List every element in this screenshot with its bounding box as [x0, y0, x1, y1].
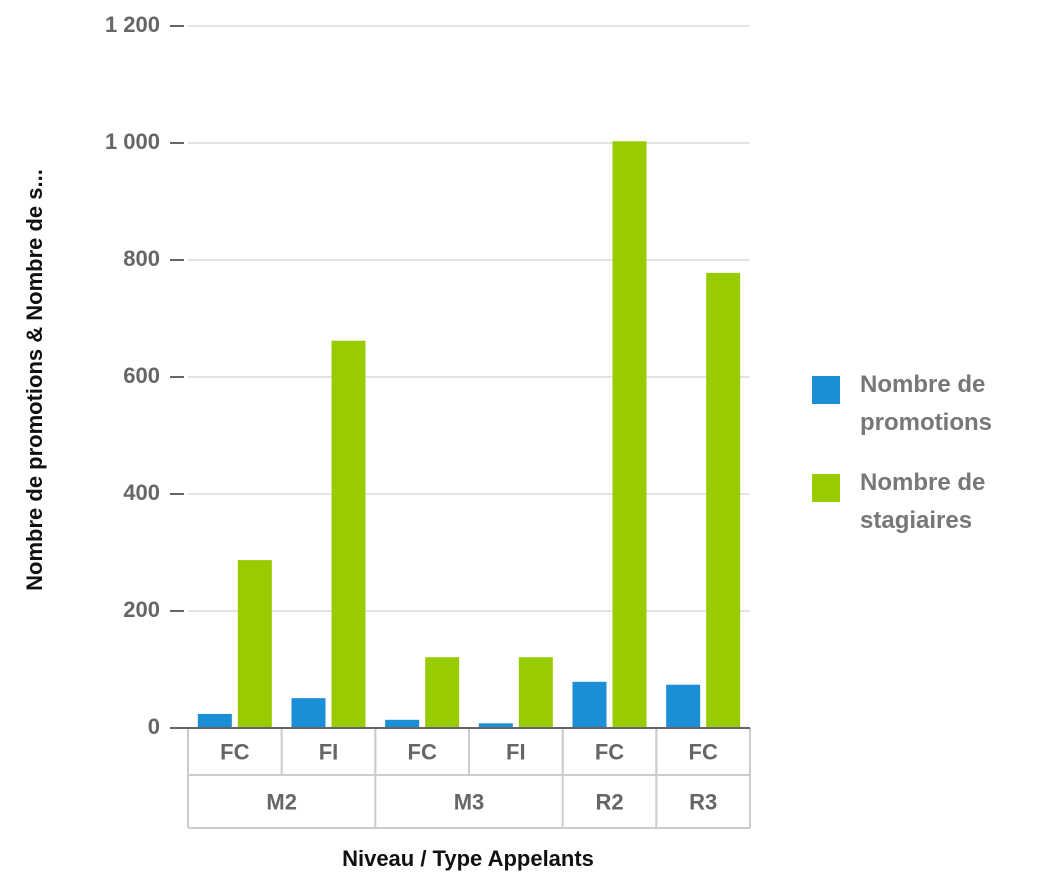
- bar: [331, 340, 366, 728]
- x-tick-label: FI: [319, 739, 339, 764]
- y-axis-label: Nombre de promotions & Nombre de s...: [22, 169, 47, 591]
- x-axis-label: Niveau / Type Appelants: [342, 846, 594, 871]
- group-label: R2: [595, 789, 623, 814]
- legend-swatch: [812, 376, 840, 404]
- y-tick-label: 600: [123, 363, 160, 388]
- bar: [291, 698, 326, 728]
- group-label: R3: [689, 789, 717, 814]
- y-tick-label: 1 000: [105, 129, 160, 154]
- bar: [518, 657, 553, 728]
- bar: [572, 681, 607, 728]
- legend-item: Nombre de stagiaires: [812, 464, 1052, 540]
- x-tick-label: FC: [408, 739, 437, 764]
- y-tick-label: 1 200: [105, 12, 160, 37]
- legend-item: Nombre de promotions: [812, 366, 1052, 442]
- legend-swatch: [812, 474, 840, 502]
- bar: [666, 684, 701, 728]
- y-tick-label: 0: [148, 714, 160, 739]
- group-label: M3: [454, 789, 485, 814]
- bar: [612, 141, 647, 728]
- bar: [478, 723, 513, 728]
- x-tick-label: FC: [689, 739, 718, 764]
- y-tick-label: 400: [123, 480, 160, 505]
- group-label: M2: [266, 789, 297, 814]
- x-tick-label: FC: [220, 739, 249, 764]
- bar: [237, 560, 272, 728]
- y-tick-label: 800: [123, 246, 160, 271]
- bar: [197, 713, 232, 728]
- bar: [706, 272, 741, 728]
- bar: [385, 719, 420, 728]
- x-tick-label: FC: [595, 739, 624, 764]
- legend-label: Nombre de promotions: [860, 371, 992, 436]
- x-tick-label: FI: [506, 739, 526, 764]
- legend-label: Nombre de stagiaires: [860, 469, 986, 534]
- y-tick-label: 200: [123, 597, 160, 622]
- bar: [425, 657, 460, 728]
